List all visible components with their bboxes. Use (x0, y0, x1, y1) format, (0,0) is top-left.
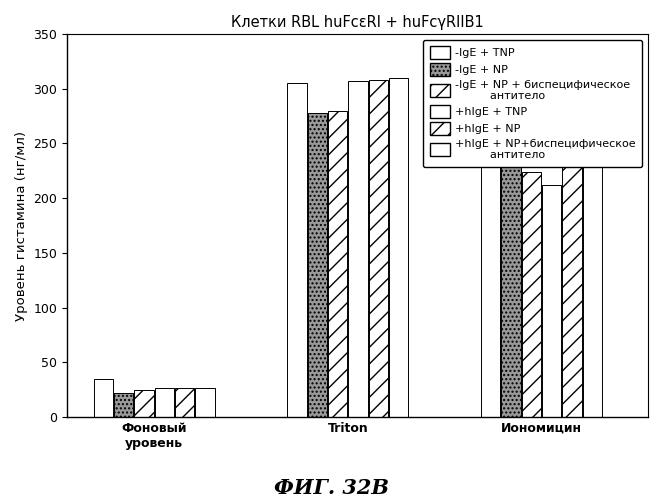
Bar (175, 388, 194, 417)
Bar (369, 80, 388, 417)
Bar (135, 390, 154, 417)
Bar (522, 172, 541, 417)
Legend: -IgE + TNP, -IgE + NP, -IgE + NP + биспецифическое
          антитело, +hIgE + T: -IgE + TNP, -IgE + NP, -IgE + NP + биспе… (423, 40, 642, 167)
Bar (154, 388, 174, 417)
Bar (542, 185, 562, 417)
Bar (583, 114, 602, 417)
Text: ФИГ. 32В: ФИГ. 32В (274, 478, 389, 498)
Title: Клетки RBL huFcεRI + huFcγRIIB1: Клетки RBL huFcεRI + huFcγRIIB1 (231, 15, 484, 30)
Bar (114, 393, 133, 417)
Bar (501, 151, 520, 417)
Bar (196, 388, 215, 417)
Bar (389, 78, 408, 417)
Bar (93, 379, 113, 417)
Bar (562, 116, 581, 417)
Y-axis label: Уровень гистамина (нг/мл): Уровень гистамина (нг/мл) (15, 130, 28, 320)
Bar (328, 110, 347, 417)
Bar (481, 141, 501, 417)
Bar (348, 81, 368, 417)
Bar (287, 83, 307, 417)
Bar (308, 113, 327, 417)
